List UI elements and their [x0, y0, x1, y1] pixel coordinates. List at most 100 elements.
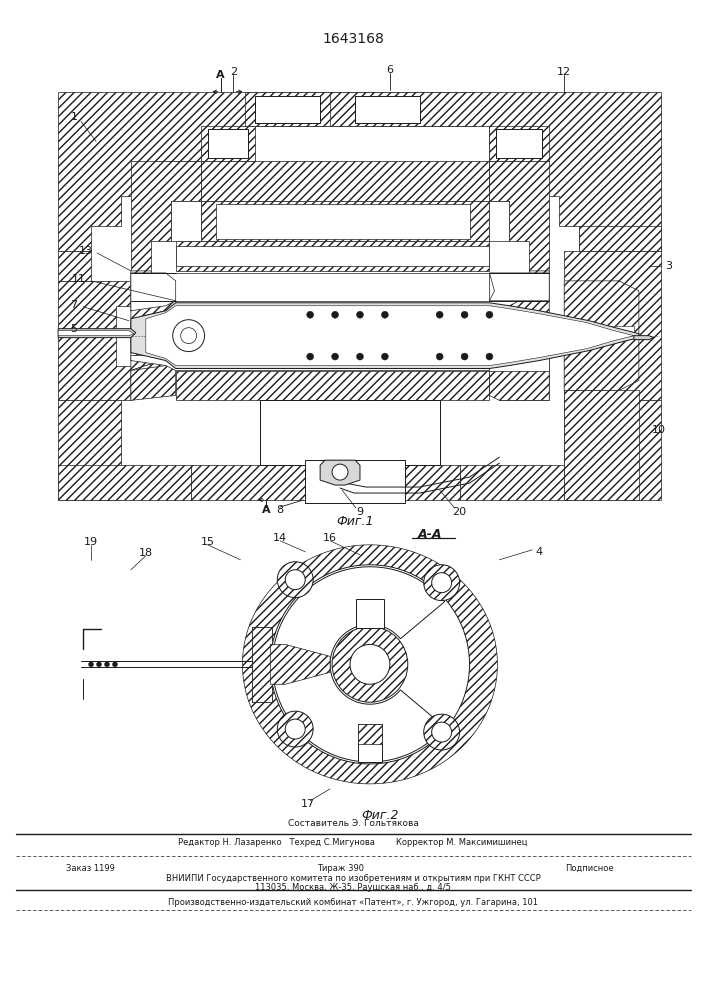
Polygon shape [131, 356, 489, 371]
Circle shape [97, 662, 102, 667]
Polygon shape [489, 356, 549, 371]
Text: 10: 10 [652, 425, 666, 435]
Bar [496, 129, 542, 158]
Polygon shape [564, 400, 661, 500]
Polygon shape [243, 545, 498, 784]
Polygon shape [58, 92, 330, 251]
Bar [345, 465, 370, 500]
Polygon shape [564, 390, 639, 500]
Circle shape [432, 573, 452, 593]
Bar [489, 126, 549, 161]
Text: 2: 2 [230, 67, 237, 77]
Circle shape [461, 353, 468, 360]
Polygon shape [131, 161, 201, 271]
Bar [176, 371, 489, 400]
Circle shape [332, 353, 339, 360]
Text: 1643168: 1643168 [322, 32, 384, 46]
Polygon shape [58, 281, 131, 400]
Text: Фиг.2: Фиг.2 [361, 809, 399, 822]
Circle shape [277, 562, 313, 598]
Polygon shape [320, 460, 360, 485]
Polygon shape [579, 226, 661, 251]
Polygon shape [191, 465, 460, 500]
Text: 16: 16 [323, 533, 337, 543]
Text: Производственно-издательский комбинат «Патент», г. Ужгород, ул. Гагарина, 101: Производственно-издательский комбинат «П… [168, 898, 538, 907]
Circle shape [432, 722, 452, 742]
Circle shape [332, 464, 348, 480]
Circle shape [285, 570, 305, 590]
Circle shape [88, 662, 93, 667]
Circle shape [436, 353, 443, 360]
Polygon shape [170, 201, 201, 241]
Polygon shape [270, 565, 469, 764]
Circle shape [277, 711, 313, 747]
Bar [201, 161, 489, 201]
Text: 19: 19 [84, 537, 98, 547]
Text: 11: 11 [72, 274, 86, 284]
Text: Подписное: Подписное [565, 864, 614, 873]
Text: 5: 5 [71, 324, 78, 334]
Bar [564, 326, 634, 336]
Text: 8: 8 [276, 505, 284, 515]
Text: 9: 9 [356, 507, 363, 517]
Bar [356, 599, 384, 628]
Bar [252, 627, 272, 702]
Bar [358, 724, 382, 744]
Bar [305, 460, 405, 503]
Text: 1: 1 [71, 112, 78, 122]
Polygon shape [131, 303, 639, 369]
Text: Редактор Н. Лазаренко   Техред С.Мигунова        Корректор М. Максимишинец: Редактор Н. Лазаренко Техред С.Мигунова … [178, 838, 527, 847]
Circle shape [307, 311, 314, 318]
Bar [260, 400, 440, 465]
Polygon shape [131, 361, 176, 400]
Circle shape [381, 353, 388, 360]
Polygon shape [564, 281, 639, 390]
Text: ВНИИПИ Государственного комитета по изобретениям и открытиям при ГКНТ СССР: ВНИИПИ Государственного комитета по изоб… [165, 874, 540, 883]
Text: 14: 14 [273, 533, 287, 543]
Polygon shape [564, 251, 661, 400]
Text: 3: 3 [665, 261, 672, 271]
Bar [310, 465, 335, 500]
Polygon shape [131, 273, 176, 311]
Text: Фиг.1: Фиг.1 [337, 515, 374, 528]
Text: 113035, Москва, Ж-35, Раушская наб., д. 4/5: 113035, Москва, Ж-35, Раушская наб., д. … [255, 883, 451, 892]
Text: Составитель Э. Гольтякова: Составитель Э. Гольтякова [288, 819, 419, 828]
Circle shape [112, 662, 117, 667]
Polygon shape [272, 567, 445, 762]
Circle shape [356, 311, 363, 318]
Circle shape [332, 627, 408, 702]
Circle shape [486, 353, 493, 360]
Text: Заказ 1199: Заказ 1199 [66, 864, 115, 873]
Polygon shape [58, 331, 134, 336]
Polygon shape [270, 644, 330, 684]
Polygon shape [165, 273, 489, 301]
Circle shape [381, 311, 388, 318]
Bar [380, 400, 440, 465]
Polygon shape [146, 306, 634, 366]
Text: 7: 7 [71, 300, 78, 310]
Bar [355, 96, 420, 123]
Text: 17: 17 [301, 799, 315, 809]
Polygon shape [58, 251, 91, 281]
Circle shape [173, 320, 204, 352]
Text: Тираж 390: Тираж 390 [317, 864, 363, 873]
Text: 13: 13 [79, 246, 93, 256]
Polygon shape [131, 271, 176, 321]
Circle shape [423, 714, 460, 750]
Bar [358, 724, 382, 762]
Circle shape [356, 353, 363, 360]
Bar [208, 129, 248, 158]
Text: 18: 18 [139, 548, 153, 558]
Bar [260, 400, 320, 465]
Circle shape [307, 353, 314, 360]
Polygon shape [131, 356, 176, 400]
Text: А: А [216, 70, 225, 80]
Bar [252, 627, 272, 702]
Polygon shape [58, 400, 121, 500]
Circle shape [105, 662, 110, 667]
Bar [201, 126, 255, 161]
Polygon shape [176, 241, 489, 271]
Circle shape [332, 311, 339, 318]
Text: 20: 20 [452, 507, 467, 517]
Polygon shape [634, 336, 654, 340]
